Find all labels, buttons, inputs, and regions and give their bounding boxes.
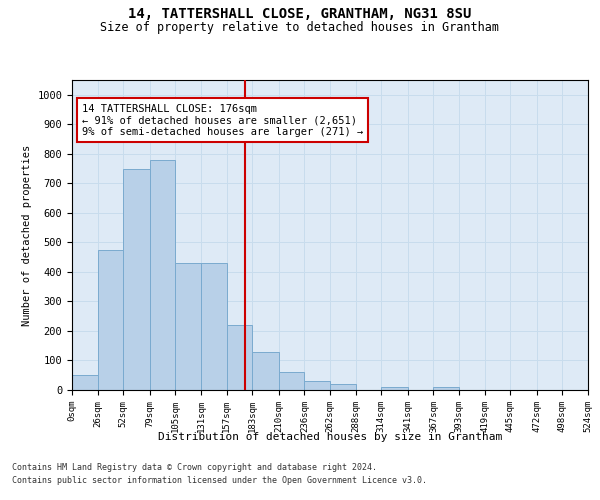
Bar [252,352,279,390]
Y-axis label: Number of detached properties: Number of detached properties [22,144,32,326]
Bar [381,387,408,390]
Text: Contains public sector information licensed under the Open Government Licence v3: Contains public sector information licen… [12,476,427,485]
Bar [123,168,150,390]
Bar [304,381,330,390]
Bar [330,384,356,390]
Text: 14, TATTERSHALL CLOSE, GRANTHAM, NG31 8SU: 14, TATTERSHALL CLOSE, GRANTHAM, NG31 8S… [128,8,472,22]
Text: Contains HM Land Registry data © Crown copyright and database right 2024.: Contains HM Land Registry data © Crown c… [12,464,377,472]
Bar [72,375,98,390]
Bar [433,387,459,390]
Bar [227,325,252,390]
Text: Distribution of detached houses by size in Grantham: Distribution of detached houses by size … [158,432,502,442]
Bar [175,263,201,390]
Bar [150,160,175,390]
Text: Size of property relative to detached houses in Grantham: Size of property relative to detached ho… [101,21,499,34]
Bar [201,263,227,390]
Bar [279,372,304,390]
Bar [98,250,123,390]
Text: 14 TATTERSHALL CLOSE: 176sqm
← 91% of detached houses are smaller (2,651)
9% of : 14 TATTERSHALL CLOSE: 176sqm ← 91% of de… [82,104,363,137]
